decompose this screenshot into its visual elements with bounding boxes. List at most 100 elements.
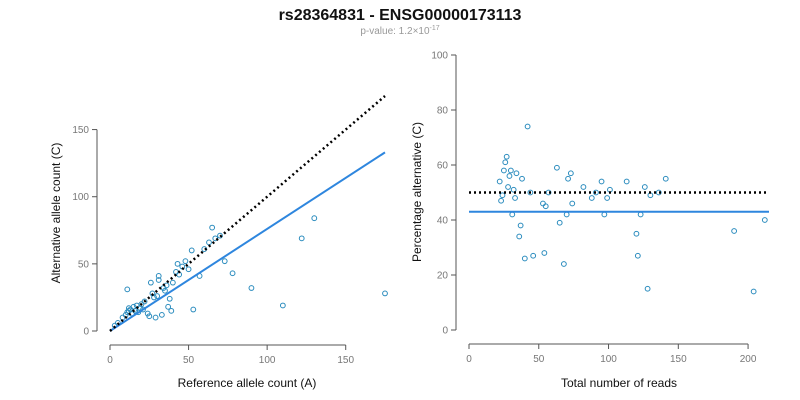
data-point	[641, 184, 648, 190]
data-point	[229, 270, 236, 277]
data-point	[154, 293, 161, 299]
y-tick-label: 50	[78, 259, 90, 270]
y-tick-label: 0	[442, 326, 448, 337]
data-point	[521, 255, 528, 262]
data-point	[124, 286, 131, 293]
data-point	[509, 211, 516, 218]
data-point	[182, 258, 189, 265]
data-point	[141, 298, 148, 305]
data-point	[185, 266, 192, 273]
data-point	[505, 184, 511, 190]
data-point	[517, 222, 524, 229]
data-point	[655, 189, 662, 196]
data-point	[565, 175, 571, 182]
data-point	[173, 269, 179, 275]
data-point	[560, 261, 567, 267]
x-tick-label: 150	[670, 354, 687, 365]
x-tick-label: 50	[533, 354, 545, 365]
data-point	[519, 175, 525, 182]
data-point	[147, 279, 154, 286]
data-point	[588, 195, 595, 201]
data-point	[146, 313, 153, 320]
x-tick-label: 200	[740, 354, 757, 365]
data-point	[530, 252, 537, 259]
data-point	[569, 200, 576, 207]
y-axis-label: Percentage alternative (C)	[410, 122, 424, 262]
y-tick-label: 150	[72, 125, 89, 136]
x-axis-label: Total number of reads	[561, 376, 677, 390]
data-point	[750, 288, 757, 295]
data-point	[206, 239, 212, 246]
data-point	[731, 228, 738, 234]
data-point	[580, 184, 587, 190]
data-point	[209, 224, 216, 231]
percentage-alternative-scatter-panel: 0 50 100 150 200 0 20 40 60 80 100 Total number of …	[410, 51, 769, 390]
data-point	[499, 192, 506, 199]
data-point	[119, 314, 126, 321]
data-point	[503, 153, 510, 160]
allele-count-scatter-panel: 0 50 100 150 0 50 100 150 Reference allele count…	[49, 95, 388, 390]
data-point	[174, 260, 181, 267]
data-point	[634, 252, 641, 259]
y-tick-label: 80	[437, 106, 449, 117]
x-tick-label: 0	[466, 354, 472, 365]
data-point	[527, 189, 534, 196]
y-tick-label: 20	[437, 271, 449, 282]
data-point	[382, 290, 388, 297]
data-point	[513, 170, 520, 177]
data-point	[500, 167, 507, 174]
fit-line	[109, 151, 386, 332]
data-point	[637, 211, 644, 218]
chart-title: rs28364831 - ENSG00000173113	[279, 7, 522, 24]
data-point	[212, 235, 219, 242]
data-point	[311, 215, 318, 222]
data-point	[512, 195, 518, 201]
data-point	[162, 287, 168, 294]
data-point	[567, 170, 574, 177]
x-axis-label: Reference allele count (A)	[178, 376, 317, 390]
data-point	[510, 186, 517, 193]
data-point	[644, 285, 651, 292]
data-point	[155, 277, 162, 283]
data-point	[502, 159, 509, 166]
data-point	[542, 203, 549, 210]
data-point	[217, 232, 223, 239]
reference-line	[109, 95, 386, 332]
subtitle-exponent: -17	[430, 25, 440, 32]
data-point	[540, 200, 546, 207]
x-tick-label: 100	[600, 354, 617, 365]
data-point	[165, 303, 172, 310]
data-point	[188, 247, 195, 254]
data-point	[140, 306, 146, 313]
data-point	[563, 211, 570, 218]
y-tick-label: 0	[83, 327, 89, 338]
data-point	[524, 123, 531, 130]
data-point	[221, 258, 228, 265]
data-point	[166, 295, 173, 302]
data-point	[601, 211, 608, 218]
data-point	[604, 195, 611, 201]
y-tick-label: 100	[431, 51, 448, 62]
data-point	[168, 307, 175, 314]
data-point	[761, 217, 768, 223]
data-point	[158, 311, 165, 318]
x-tick-label: 50	[183, 355, 195, 366]
data-point	[506, 173, 513, 179]
data-point	[248, 285, 255, 291]
y-tick-label: 60	[437, 161, 449, 172]
x-tick-label: 100	[259, 355, 276, 366]
chart-subtitle: p-value: 1.2×10-17	[360, 25, 439, 37]
data-point	[190, 306, 197, 313]
subtitle-text: p-value: 1.2×10	[360, 26, 430, 37]
x-tick-label: 150	[337, 355, 354, 366]
data-point	[279, 302, 286, 309]
data-point	[152, 314, 159, 321]
data-point	[516, 233, 523, 240]
data-point	[662, 175, 669, 182]
data-point	[169, 279, 176, 286]
data-point	[541, 250, 548, 256]
data-point	[554, 164, 560, 171]
x-tick-label: 0	[107, 355, 113, 366]
y-axis-label: Alternative allele count (C)	[49, 143, 63, 284]
